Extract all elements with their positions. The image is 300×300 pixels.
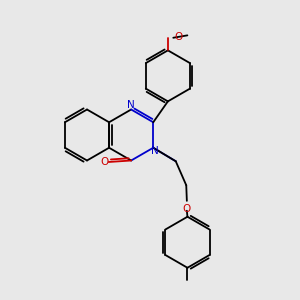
Text: N: N xyxy=(127,100,135,110)
Text: N: N xyxy=(151,146,159,156)
Text: O: O xyxy=(100,157,108,167)
Text: O: O xyxy=(183,204,191,214)
Text: O: O xyxy=(174,32,182,42)
